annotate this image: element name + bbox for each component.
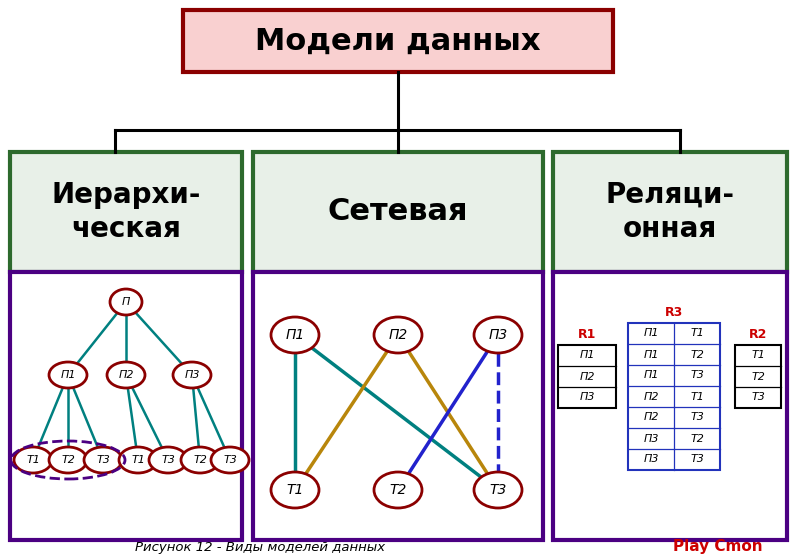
Ellipse shape [271,317,319,353]
Bar [253,272,543,540]
Ellipse shape [14,447,52,473]
Text: П1: П1 [643,329,659,338]
Text: П3: П3 [579,393,595,403]
Text: П1: П1 [579,351,595,361]
Ellipse shape [474,317,522,353]
Text: R2: R2 [749,329,768,342]
Text: П3: П3 [643,455,659,464]
Text: T3: T3 [96,455,110,465]
Text: T1: T1 [26,455,40,465]
Bar [10,272,242,540]
Ellipse shape [211,447,249,473]
Text: Сетевая: Сетевая [328,198,469,226]
Text: R1: R1 [578,329,596,342]
Bar [558,345,616,408]
Text: T3: T3 [751,393,765,403]
Text: П1: П1 [643,349,659,360]
Ellipse shape [173,362,211,388]
Bar [253,152,543,272]
Ellipse shape [271,472,319,508]
Text: T3: T3 [690,455,704,464]
Text: П3: П3 [643,433,659,444]
Text: T1: T1 [751,351,765,361]
Text: П2: П2 [643,413,659,422]
Text: Рисунок 12 - Виды моделей данных: Рисунок 12 - Виды моделей данных [135,540,385,553]
Bar [553,152,787,272]
Ellipse shape [107,362,145,388]
Text: T2: T2 [389,483,406,497]
Bar [183,10,613,72]
Text: T2: T2 [61,455,75,465]
Text: T3: T3 [489,483,507,497]
Text: T1: T1 [286,483,304,497]
Text: T2: T2 [193,455,207,465]
Text: T3: T3 [223,455,237,465]
Ellipse shape [149,447,187,473]
Text: П2: П2 [643,391,659,402]
Bar [553,272,787,540]
Text: T1: T1 [690,391,704,402]
Text: R3: R3 [665,306,683,320]
Ellipse shape [119,447,157,473]
Ellipse shape [84,447,122,473]
Ellipse shape [181,447,219,473]
Text: T2: T2 [690,349,704,360]
Text: T1: T1 [131,455,145,465]
Text: Реляци-
онная: Реляци- онная [606,181,735,243]
Text: П2: П2 [579,371,595,381]
Bar [628,323,720,470]
Text: T3: T3 [161,455,175,465]
Ellipse shape [474,472,522,508]
Text: T3: T3 [690,413,704,422]
Text: П1: П1 [643,371,659,380]
Text: П1: П1 [285,328,304,342]
Text: T2: T2 [751,371,765,381]
Text: П: П [122,297,130,307]
Text: Модели данных: Модели данных [255,26,540,55]
Text: П3: П3 [184,370,200,380]
Text: Иерархи-
ческая: Иерархи- ческая [51,181,201,243]
Ellipse shape [374,472,422,508]
Text: T1: T1 [690,329,704,338]
Text: П2: П2 [118,370,134,380]
Ellipse shape [49,362,87,388]
Ellipse shape [49,447,87,473]
Text: Play Cmon: Play Cmon [673,539,763,554]
Text: T3: T3 [690,371,704,380]
Bar [10,152,242,272]
Text: П3: П3 [489,328,508,342]
Ellipse shape [110,289,142,315]
Bar [735,345,781,408]
Text: П1: П1 [61,370,76,380]
Text: П2: П2 [388,328,407,342]
Text: T2: T2 [690,433,704,444]
Ellipse shape [374,317,422,353]
